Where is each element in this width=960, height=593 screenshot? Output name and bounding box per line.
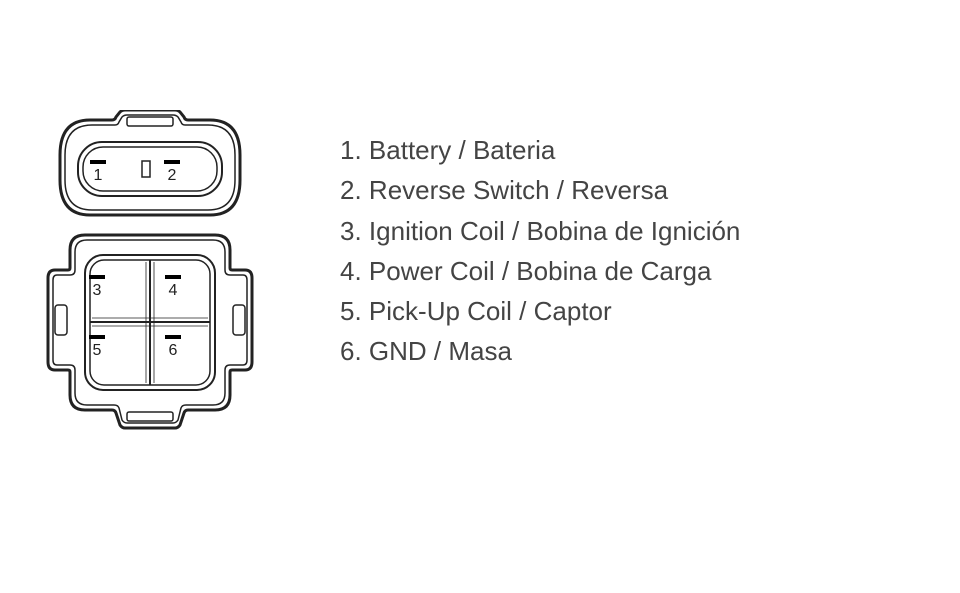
bottom-pin-slot-4 <box>165 275 181 279</box>
page-root: 123456 1. Battery / Bateria2. Reverse Sw… <box>0 0 960 593</box>
bottom-pin-slot-6 <box>165 335 181 339</box>
legend-item-text: GND / Masa <box>369 336 512 366</box>
top-pin-slot-2 <box>164 160 180 164</box>
bottom-pin-slot-3 <box>89 275 105 279</box>
pin-legend: 1. Battery / Bateria2. Reverse Switch / … <box>340 130 740 372</box>
legend-item-separator: . <box>354 175 368 205</box>
legend-item-text: Ignition Coil / Bobina de Ignición <box>369 216 740 246</box>
legend-item-number: 4 <box>340 256 354 286</box>
legend-item-5: 5. Pick-Up Coil / Captor <box>340 291 740 331</box>
legend-item-6: 6. GND / Masa <box>340 331 740 371</box>
legend-item-number: 1 <box>340 135 354 165</box>
connector-diagram: 123456 <box>30 110 270 475</box>
legend-item-text: Power Coil / Bobina de Carga <box>369 256 712 286</box>
legend-item-separator: . <box>354 216 368 246</box>
legend-item-3: 3. Ignition Coil / Bobina de Ignición <box>340 211 740 251</box>
legend-item-text: Pick-Up Coil / Captor <box>369 296 612 326</box>
legend-item-separator: . <box>354 135 368 165</box>
legend-item-2: 2. Reverse Switch / Reversa <box>340 170 740 210</box>
bottom-pin-label-5: 5 <box>93 342 102 359</box>
legend-item-number: 3 <box>340 216 354 246</box>
legend-item-number: 2 <box>340 175 354 205</box>
bottom-pin-slot-5 <box>89 335 105 339</box>
legend-item-number: 6 <box>340 336 354 366</box>
legend-item-separator: . <box>354 256 368 286</box>
legend-item-separator: . <box>354 296 368 326</box>
legend-item-text: Reverse Switch / Reversa <box>369 175 668 205</box>
bottom-pin-label-3: 3 <box>93 282 102 299</box>
bottom-pin-label-4: 4 <box>169 282 178 299</box>
top-connector: 12 <box>60 110 240 215</box>
top-pin-label-2: 2 <box>168 167 177 184</box>
legend-item-text: Battery / Bateria <box>369 135 555 165</box>
top-pin-slot-1 <box>90 160 106 164</box>
legend-item-number: 5 <box>340 296 354 326</box>
bottom-connector: 3 4 5 6 <box>48 235 252 428</box>
legend-item-1: 1. Battery / Bateria <box>340 130 740 170</box>
connector-svg: 123456 <box>30 110 270 470</box>
top-pin-label-1: 1 <box>94 167 103 184</box>
legend-item-4: 4. Power Coil / Bobina de Carga <box>340 251 740 291</box>
legend-item-separator: . <box>354 336 368 366</box>
bottom-pin-label-6: 6 <box>169 342 178 359</box>
